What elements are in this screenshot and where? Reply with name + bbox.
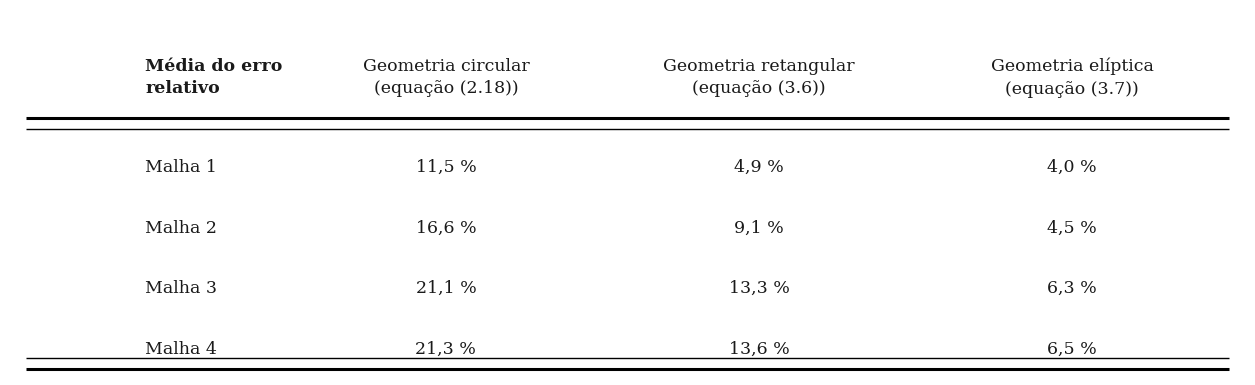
Text: 4,9 %: 4,9 % [734,159,784,176]
Text: Malha 1: Malha 1 [146,159,217,176]
Text: 21,3 %: 21,3 % [415,341,477,358]
Text: Malha 4: Malha 4 [146,341,217,358]
Text: Média do erro
relativo: Média do erro relativo [146,58,282,97]
Text: Malha 2: Malha 2 [146,220,217,237]
Text: 6,5 %: 6,5 % [1047,341,1097,358]
Text: 9,1 %: 9,1 % [734,220,784,237]
Text: 13,3 %: 13,3 % [729,280,789,297]
Text: Geometria elíptica
(equação (3.7)): Geometria elíptica (equação (3.7)) [990,58,1153,98]
Text: 11,5 %: 11,5 % [415,159,477,176]
Text: 6,3 %: 6,3 % [1047,280,1097,297]
Text: 21,1 %: 21,1 % [415,280,477,297]
Text: 4,5 %: 4,5 % [1047,220,1097,237]
Text: Malha 3: Malha 3 [146,280,217,297]
Text: Geometria circular
(equação (2.18)): Geometria circular (equação (2.18)) [363,58,530,97]
Text: Geometria retangular
(equação (3.6)): Geometria retangular (equação (3.6)) [663,58,855,97]
Text: 13,6 %: 13,6 % [729,341,789,358]
Text: 16,6 %: 16,6 % [415,220,476,237]
Text: 4,0 %: 4,0 % [1047,159,1097,176]
